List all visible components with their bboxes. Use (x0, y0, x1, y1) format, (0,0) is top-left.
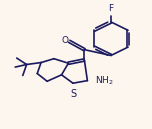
Text: S: S (70, 89, 76, 99)
Text: NH$_2$: NH$_2$ (95, 74, 113, 87)
Text: F: F (108, 4, 114, 13)
Text: O: O (61, 36, 68, 45)
